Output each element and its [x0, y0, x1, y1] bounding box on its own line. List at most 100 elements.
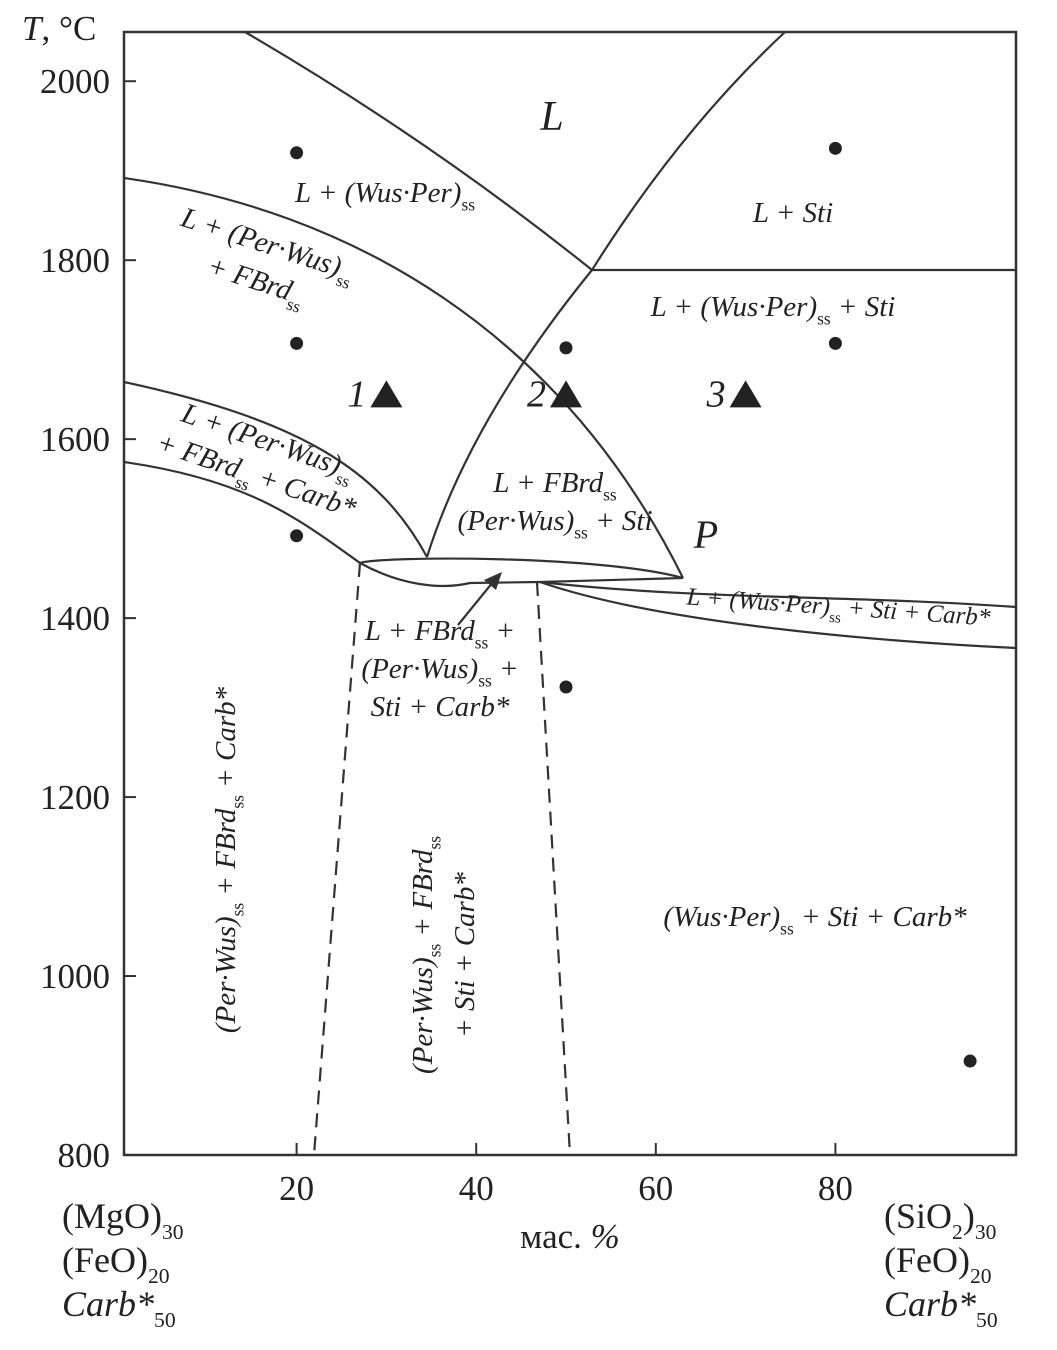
- text-part: Carb*: [884, 1284, 976, 1324]
- text-part: (Wus·Per): [663, 901, 780, 933]
- subscript: 2: [952, 1220, 963, 1244]
- region-label: (Per·Wus)ss​ + FBrdss​+ Sti + Carb*: [407, 836, 481, 1074]
- spacer: ​: [299, 281, 309, 311]
- region-label-line: (Per·Wus)ss​ +: [361, 653, 518, 691]
- text-part: (Per·Wus): [457, 505, 574, 537]
- data-point: [559, 341, 573, 355]
- text-part: L + (Wus·Per): [294, 177, 461, 209]
- y-tick-label: 2000: [40, 62, 110, 101]
- y-axis-label: T, °C: [22, 9, 96, 48]
- phase-boundaries: [123, 31, 1017, 1156]
- text-part: , °C: [41, 9, 96, 48]
- subscript: ss: [478, 671, 492, 691]
- subscript: 50: [154, 1308, 176, 1332]
- experiment-label: 3: [706, 373, 726, 415]
- x-axis-label: мас. %: [520, 1217, 620, 1256]
- data-point: [290, 146, 304, 160]
- experiment-marker: [370, 380, 403, 408]
- data-point: [828, 141, 842, 155]
- subscript: ss: [817, 309, 831, 329]
- region-label-line: P: [693, 512, 718, 557]
- spacer: ​: [841, 594, 843, 621]
- text-part: T: [22, 9, 44, 48]
- experiment-marker: [729, 380, 762, 408]
- region-label-line: (Wus·Per)ss​ + Sti + Carb*: [663, 901, 967, 939]
- subscript: 20: [148, 1264, 170, 1288]
- y-tick-label: 800: [58, 1136, 111, 1175]
- text-part: %: [591, 1217, 620, 1256]
- experiment-marker: [550, 380, 582, 408]
- data-point: [963, 1054, 977, 1068]
- text-part: L + FBrd: [492, 467, 603, 499]
- text-part: ): [963, 1196, 975, 1236]
- plot-frame: [122, 30, 1018, 1157]
- subscript: ss: [603, 485, 617, 505]
- region-label: L + FBrdss​(Per·Wus)ss​ + Sti: [457, 467, 652, 543]
- x-tick-label: 60: [638, 1169, 673, 1208]
- region-label-line: L + (Wus·Per)ss​: [294, 177, 475, 215]
- subscript: ss: [475, 633, 489, 653]
- data-point: [290, 336, 304, 350]
- x-tick-label: 80: [818, 1169, 853, 1208]
- subscript: ss: [780, 919, 794, 939]
- region-label-line: L + (Wus·Per)ss​ + Sti + Carb*: [684, 583, 991, 637]
- y-tick-label: 1200: [40, 778, 110, 817]
- region-label: P: [693, 512, 718, 557]
- subscript: 30: [975, 1220, 997, 1244]
- y-tick-label: 1600: [40, 420, 110, 459]
- text-part: (MgO): [62, 1196, 162, 1236]
- text-part: + FBrd: [407, 849, 439, 944]
- subscript: ss: [334, 270, 353, 293]
- text-part: (SiO: [884, 1196, 952, 1236]
- text-part: (FeO): [62, 1240, 148, 1280]
- text-part: L + FBrd: [364, 615, 475, 647]
- text-part: (Per·Wus): [361, 653, 478, 685]
- region-label: (Per·Wus)ss​ + FBrdss​ + Carb*: [210, 686, 248, 1033]
- text-part: (Per·Wus): [407, 957, 439, 1074]
- text-part: (Per·Wus): [210, 916, 242, 1033]
- experiment-label: 1: [347, 373, 366, 415]
- text-part: L: [539, 94, 563, 140]
- region-label: (Wus·Per)ss​ + Sti + Carb*: [663, 901, 967, 939]
- region-label-line: L + (Wus·Per)ss​ + Sti: [650, 291, 896, 329]
- subscript: ss: [333, 468, 353, 491]
- right-end-label: (SiO2​)30​: [884, 1196, 996, 1244]
- text-part: + Sti: [831, 291, 896, 323]
- left-end-label: (MgO)30​: [62, 1196, 184, 1244]
- subscript: ss: [228, 795, 248, 809]
- region-label: L + (Wus·Per)ss​ + Sti + Carb*: [684, 583, 992, 637]
- text-part: (FeO): [884, 1240, 970, 1280]
- region-label: L + (Per·Wus)ss​+ FBrdss​ + Carb*: [152, 397, 360, 525]
- subscript: ss: [228, 903, 248, 917]
- text-part: P: [693, 512, 718, 557]
- experiment-label: 2: [527, 373, 546, 415]
- subscript: ss: [574, 523, 588, 543]
- subscript: 50: [976, 1308, 998, 1332]
- data-point: [290, 529, 304, 543]
- region-label: L + FBrdss​ +(Per·Wus)ss​ +Sti + Carb*: [361, 615, 518, 723]
- text-part: +: [492, 653, 519, 685]
- text-part: Sti + Carb*: [371, 691, 510, 723]
- x-tick-label: 20: [279, 1169, 314, 1208]
- subscript: 20: [970, 1264, 992, 1288]
- subscript: ss: [284, 294, 303, 317]
- left-end-label: Carb*50​: [62, 1284, 176, 1332]
- text-part: +: [488, 615, 515, 647]
- subscript: ss: [425, 836, 445, 850]
- subscript: 30: [162, 1220, 184, 1244]
- right-end-label: (FeO)20​: [884, 1240, 992, 1288]
- region-label-line: (Per·Wus)ss​ + Sti: [457, 505, 652, 543]
- region-label-line: L + FBrdss​ +: [364, 615, 515, 653]
- region-label-line: L + FBrdss​: [492, 467, 617, 505]
- subscript: ss: [829, 610, 842, 627]
- text-part: мас.: [520, 1217, 590, 1256]
- text-part: L + Sti: [752, 197, 833, 229]
- text-part: + Carb*: [210, 686, 242, 795]
- x-tick-label: 40: [459, 1169, 494, 1208]
- region-label-line: + Sti + Carb*: [449, 872, 481, 1038]
- text-part: L + (Wus·Per): [685, 583, 831, 620]
- region-label-line: L + Sti: [752, 197, 833, 229]
- region-label: L + (Wus·Per)ss​: [294, 177, 475, 215]
- subscript: ss: [233, 471, 253, 494]
